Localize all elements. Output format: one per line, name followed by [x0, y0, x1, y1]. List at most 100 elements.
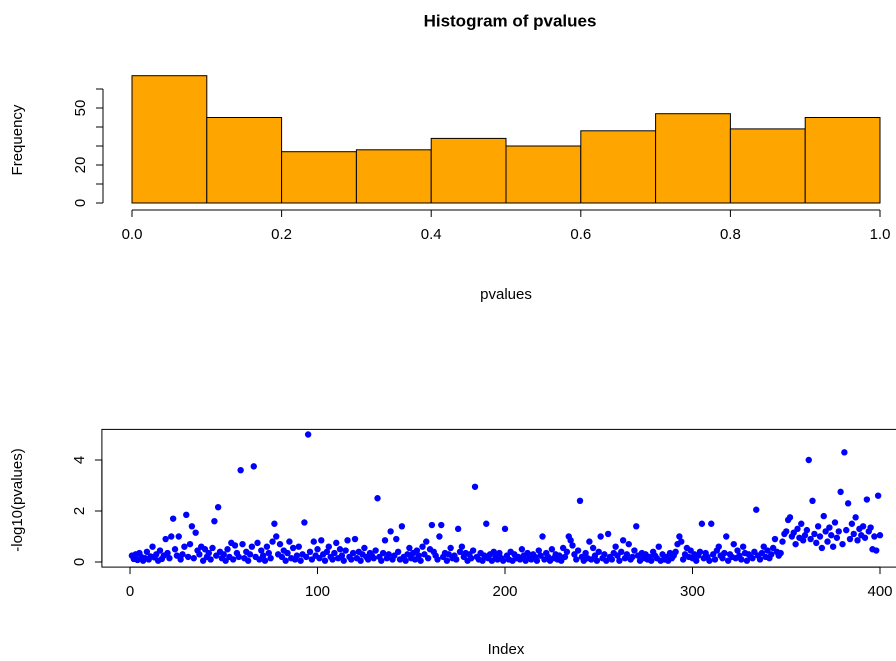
point [381, 537, 389, 544]
point [479, 557, 486, 564]
point [284, 549, 291, 557]
histogram-bar [655, 113, 731, 204]
point [843, 526, 850, 534]
point [501, 525, 509, 533]
point [783, 528, 790, 535]
point [490, 548, 497, 555]
point [586, 538, 593, 545]
point [239, 540, 246, 548]
point [569, 542, 576, 549]
point [839, 540, 846, 548]
point [423, 538, 430, 545]
point [349, 549, 357, 557]
point [143, 548, 151, 555]
point [413, 547, 421, 554]
point [357, 557, 364, 564]
x-axis-label: pvalues [480, 286, 532, 303]
point [739, 543, 747, 550]
x-tick-label: 200 [492, 583, 517, 600]
point [304, 431, 312, 438]
point [625, 540, 632, 548]
point [738, 556, 745, 563]
point [207, 556, 214, 563]
y-axis-label: Frequency [9, 104, 26, 175]
point [453, 556, 460, 563]
point [177, 556, 184, 563]
point [608, 556, 616, 563]
point [458, 543, 466, 550]
point [809, 497, 816, 504]
point [556, 552, 563, 559]
point [286, 538, 293, 545]
point [873, 547, 880, 554]
point [402, 557, 409, 564]
point [340, 557, 347, 564]
point [248, 543, 256, 550]
point [443, 557, 451, 564]
point [469, 547, 477, 554]
y-tick-label: 0 [72, 199, 89, 207]
point [597, 533, 604, 540]
x-tick-label: 0.0 [122, 226, 143, 243]
point [269, 538, 276, 545]
histogram-bar [430, 137, 507, 204]
point [533, 557, 541, 564]
point [768, 551, 775, 558]
point [306, 548, 314, 555]
point [342, 547, 349, 554]
point [561, 553, 569, 561]
point [604, 530, 612, 538]
point [874, 492, 882, 499]
point [786, 514, 794, 521]
point [723, 533, 730, 540]
point [162, 535, 169, 543]
point [807, 535, 814, 543]
x-tick-label: 0 [126, 583, 134, 600]
plot-frame [101, 428, 896, 568]
histogram-bar [505, 145, 582, 204]
point [535, 547, 542, 554]
x-tick-label: 0.4 [421, 226, 442, 243]
point [385, 551, 392, 558]
point [175, 533, 182, 540]
point [192, 529, 199, 536]
histogram-bar [804, 117, 881, 204]
point [196, 551, 203, 558]
point [331, 549, 338, 557]
point [190, 554, 197, 562]
point [468, 554, 475, 562]
point [841, 449, 848, 456]
point [618, 548, 625, 555]
point [798, 520, 805, 527]
point [573, 556, 580, 563]
point [378, 557, 385, 564]
point [854, 537, 861, 544]
point [244, 557, 252, 564]
point [259, 552, 267, 559]
point [496, 549, 503, 557]
point [539, 533, 546, 540]
point [179, 551, 186, 558]
point [616, 557, 623, 564]
point [771, 535, 779, 543]
point [876, 532, 884, 539]
point [164, 549, 171, 557]
point [181, 543, 188, 550]
point [818, 544, 826, 552]
point [859, 523, 867, 530]
point [301, 519, 308, 526]
point [276, 540, 284, 548]
histogram-bar [206, 117, 283, 204]
point [672, 548, 679, 555]
point [323, 548, 331, 555]
point [696, 548, 704, 555]
point [631, 547, 638, 554]
point [852, 514, 859, 521]
point [297, 557, 304, 564]
point [229, 556, 237, 563]
point [325, 543, 332, 550]
point [209, 544, 216, 552]
point [844, 500, 852, 507]
point [186, 540, 194, 548]
